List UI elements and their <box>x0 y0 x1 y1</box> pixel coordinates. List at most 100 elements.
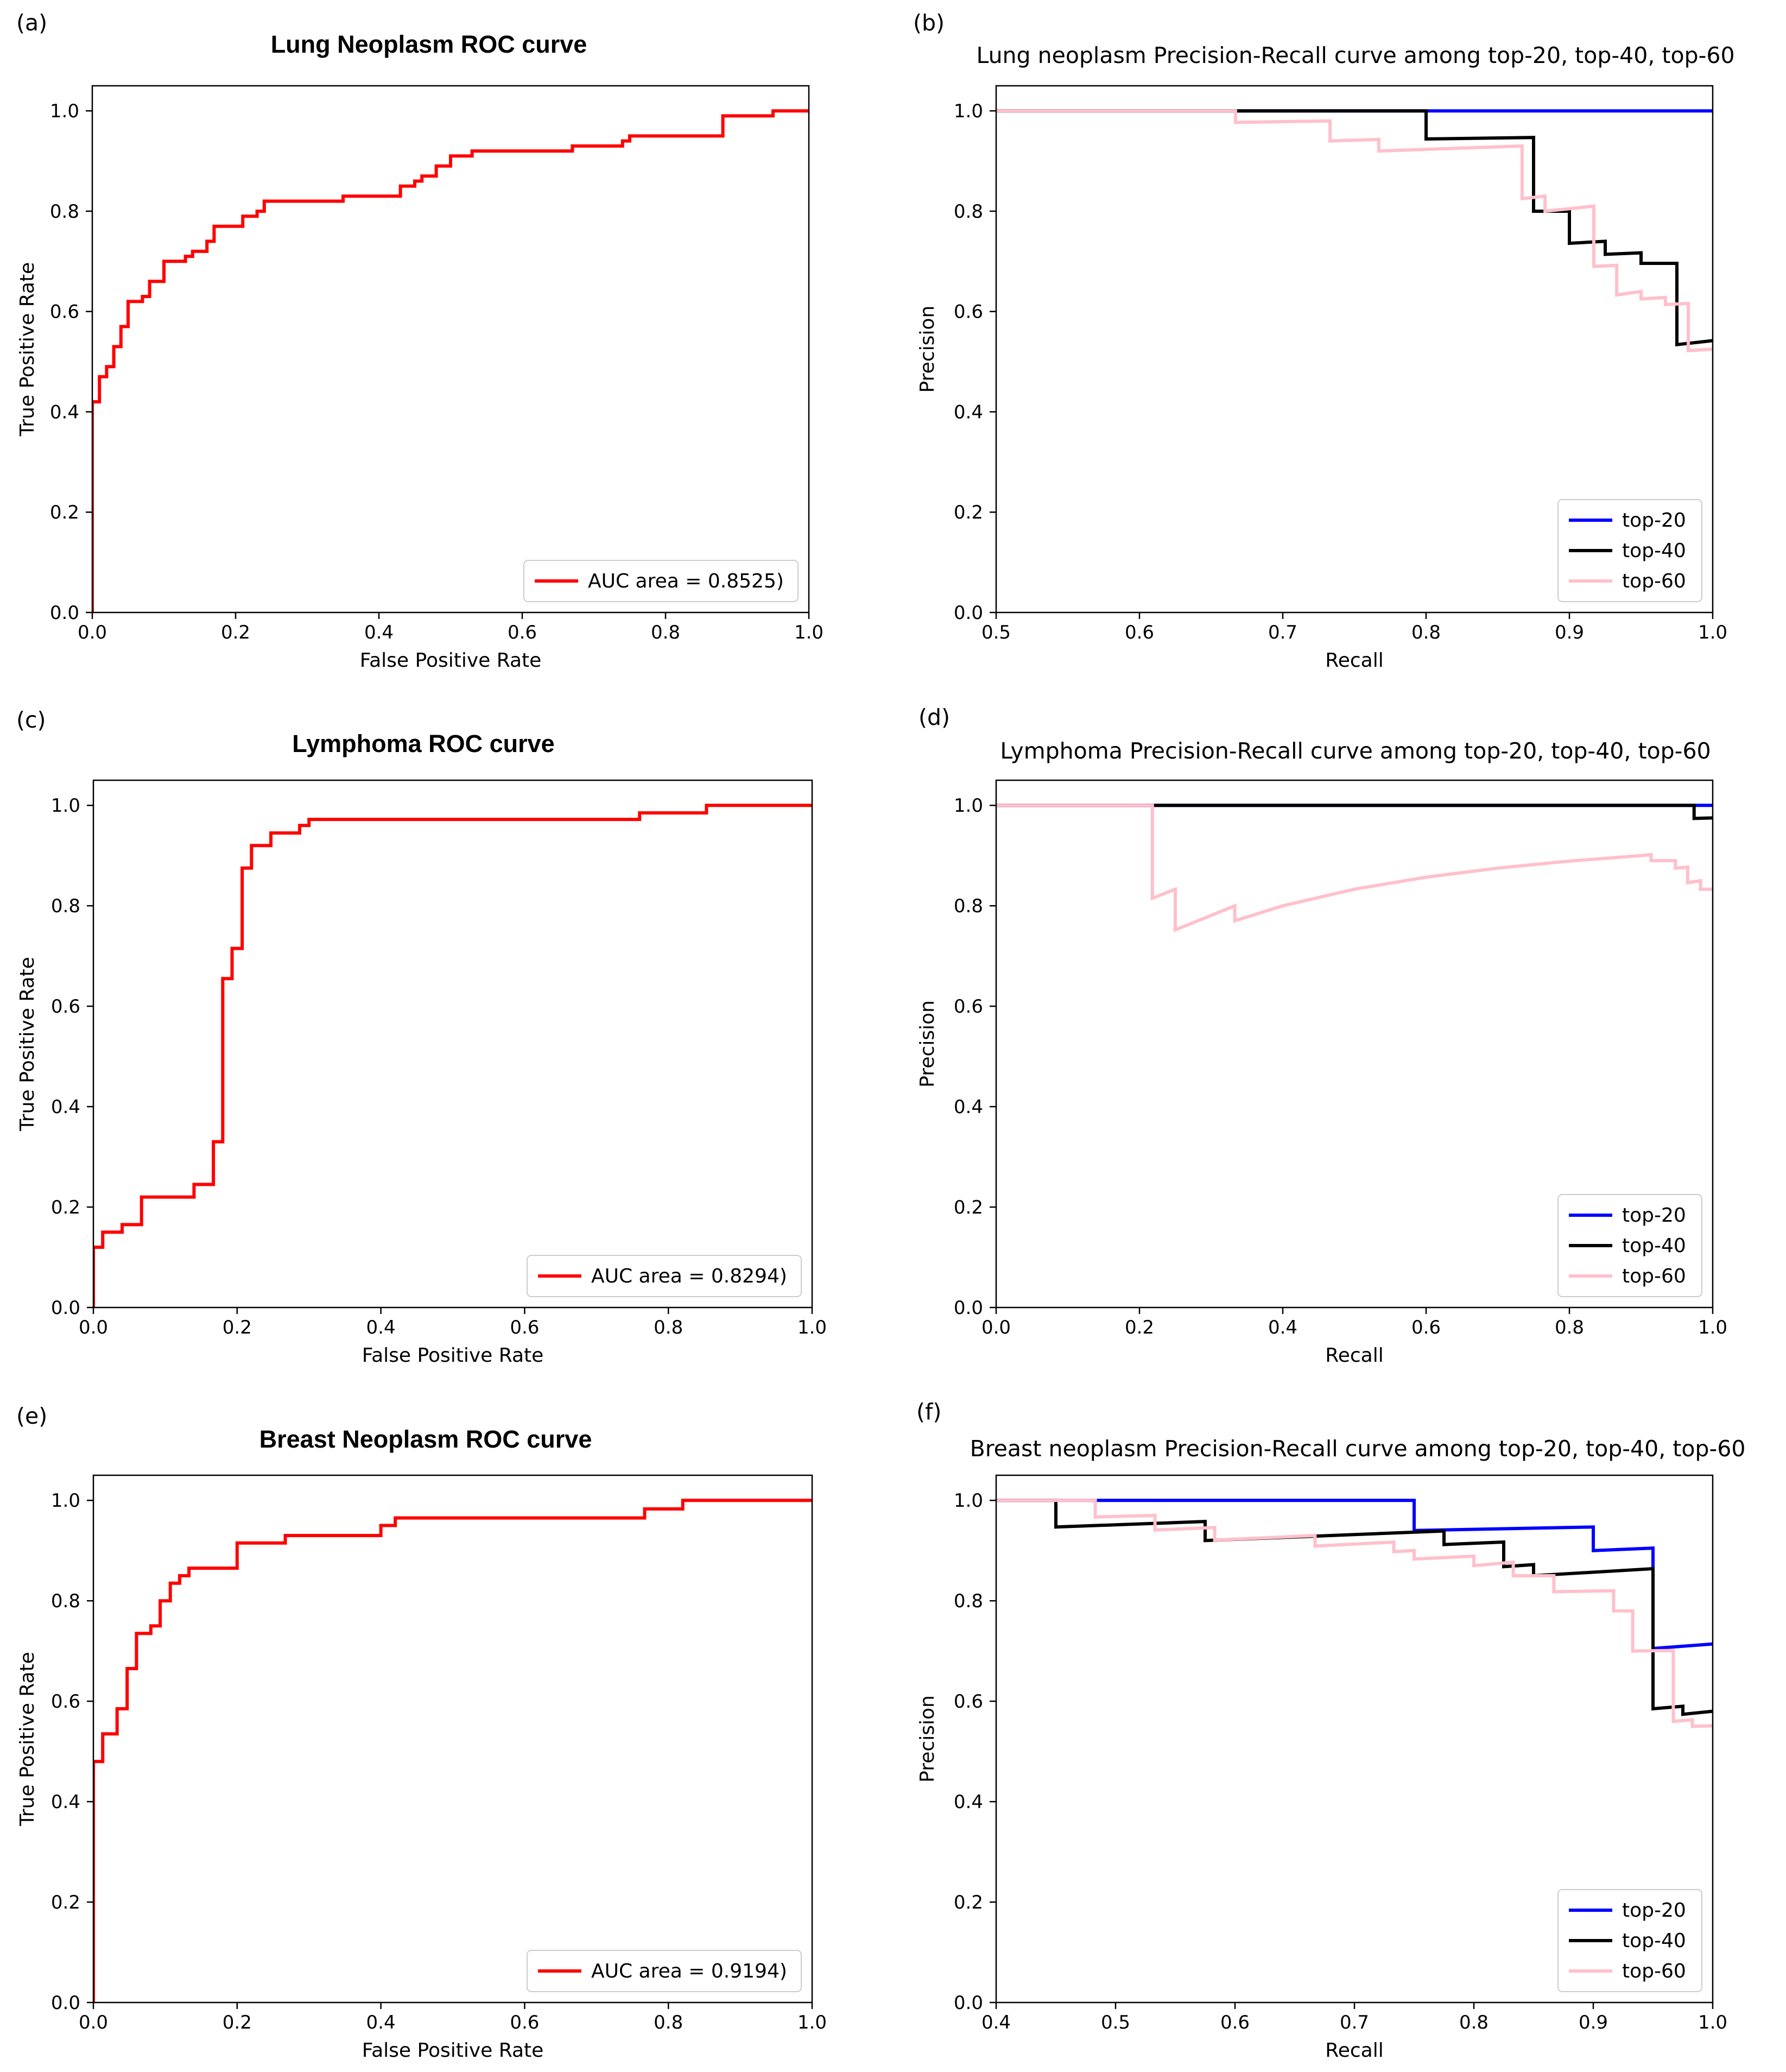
y-tick-label: 0.4 <box>954 1096 983 1118</box>
legend: AUC area = 0.8525) <box>523 560 799 602</box>
chart-title: Lung neoplasm Precision-Recall curve amo… <box>976 42 1734 68</box>
y-axis-label: Precision <box>916 1000 939 1088</box>
y-axis-label: True Positive Rate <box>16 957 39 1132</box>
x-tick-label: 0.6 <box>1411 1317 1441 1338</box>
x-tick-label: 0.5 <box>981 622 1011 643</box>
y-tick-label: 0.8 <box>50 201 79 223</box>
x-tick-label: 0.2 <box>1125 1317 1154 1338</box>
x-tick-label: 0.5 <box>1101 2012 1130 2033</box>
x-tick-label: 0.7 <box>1268 622 1297 643</box>
x-tick-label: 0.0 <box>981 1317 1011 1338</box>
legend: AUC area = 0.8294) <box>527 1255 802 1297</box>
legend: AUC area = 0.9194) <box>527 1950 802 1992</box>
y-tick-label: 0.8 <box>954 201 983 223</box>
y-tick-label: 0.6 <box>954 301 983 323</box>
x-axis-label: False Positive Rate <box>360 649 542 672</box>
legend-label: top-20 <box>1622 1204 1686 1227</box>
legend-label: AUC area = 0.8294) <box>591 1265 787 1287</box>
x-axis-label: False Positive Rate <box>362 2039 544 2062</box>
legend-label: top-40 <box>1622 1930 1686 1952</box>
y-tick-label: 0.6 <box>954 996 983 1018</box>
panel-a: (a) Lung Neoplasm ROC curve 0.0 0.2 0.4 0.6… <box>16 10 824 672</box>
series-line-top-40 <box>996 109 1713 347</box>
x-tick-label: 0.0 <box>78 622 107 643</box>
y-tick-label: 0.6 <box>51 1691 80 1713</box>
y-tick-label: 1.0 <box>51 795 80 817</box>
panel-label: (a) <box>16 10 47 36</box>
x-tick-label: 0.4 <box>1268 1317 1297 1338</box>
x-tick-label: 1.0 <box>1698 622 1727 643</box>
y-tick-label: 0.2 <box>954 1892 983 1913</box>
x-tick-label: 0.4 <box>366 2012 396 2033</box>
x-axis-label: Recall <box>1325 649 1383 672</box>
y-tick-label: 0.4 <box>51 1096 80 1118</box>
legend-label: AUC area = 0.8525) <box>588 570 784 592</box>
y-tick-label: 0.8 <box>51 895 80 917</box>
y-axis-label: True Positive Rate <box>16 262 39 437</box>
x-tick-label: 0.8 <box>651 622 680 643</box>
y-tick-label: 1.0 <box>954 100 983 122</box>
legend-box <box>1557 1889 1702 1992</box>
legend-label: top-40 <box>1622 540 1686 562</box>
x-tick-label: 0.2 <box>223 1317 252 1338</box>
chart-title: Lymphoma Precision-Recall curve among to… <box>1000 738 1711 764</box>
panel-label: (c) <box>16 707 46 733</box>
panel-e: (e) Breast Neoplasm ROC curve 0.0 0.2 0.4 0… <box>16 1403 827 2062</box>
x-tick-label: 0.8 <box>1459 2012 1489 2033</box>
legend-label: top-20 <box>1622 1899 1686 1922</box>
legend-box <box>527 1255 802 1297</box>
x-tick-label: 1.0 <box>794 622 824 643</box>
legend-box <box>527 1950 802 1992</box>
y-axis-label: True Positive Rate <box>16 1652 39 1827</box>
y-tick-label: 0.0 <box>50 602 79 624</box>
y-tick-label: 1.0 <box>51 1490 80 1512</box>
y-tick-label: 0.6 <box>51 996 80 1018</box>
legend-box <box>523 560 799 602</box>
series-line-top-60 <box>996 804 1713 933</box>
legend-label: top-60 <box>1622 570 1686 592</box>
x-tick-label: 0.7 <box>1340 2012 1369 2033</box>
x-tick-label: 0.4 <box>366 1317 396 1338</box>
series-line-auc-area-0-8294 <box>93 804 812 1307</box>
x-tick-label: 0.9 <box>1579 2012 1608 2033</box>
x-axis-label: Recall <box>1325 2039 1383 2062</box>
legend-label: top-40 <box>1622 1235 1686 1257</box>
legend: top-20 top-40 top-60 <box>1557 1889 1702 1992</box>
x-tick-label: 0.2 <box>221 622 250 643</box>
x-tick-label: 0.6 <box>510 2012 539 2033</box>
y-tick-label: 0.2 <box>51 1197 80 1218</box>
panel-c: (c) Lymphoma ROC curve 0.0 0.2 0.4 0.6 0.8 1.… <box>16 707 827 1367</box>
x-tick-label: 0.8 <box>1411 622 1441 643</box>
panel-d: (d) Lymphoma Precision-Recall curve amon… <box>916 704 1727 1367</box>
y-tick-label: 0.4 <box>51 1791 80 1813</box>
y-tick-label: 0.0 <box>954 1992 983 2014</box>
y-axis-label: Precision <box>916 1695 939 1783</box>
y-tick-label: 0.0 <box>954 602 983 624</box>
y-tick-label: 0.4 <box>954 1791 983 1813</box>
y-tick-label: 0.0 <box>51 1992 80 2014</box>
x-tick-label: 1.0 <box>1698 1317 1727 1338</box>
y-axis-label: Precision <box>916 306 939 393</box>
x-tick-label: 0.0 <box>79 1317 108 1338</box>
x-tick-label: 0.9 <box>1555 622 1584 643</box>
legend-label: top-60 <box>1622 1265 1686 1287</box>
x-tick-label: 0.8 <box>1555 1317 1584 1338</box>
panel-label: (d) <box>919 704 950 730</box>
legend-label: top-60 <box>1622 1960 1686 1982</box>
x-axis-label: Recall <box>1325 1344 1383 1367</box>
series-line-top-40 <box>996 804 1713 820</box>
y-tick-label: 0.8 <box>954 895 983 917</box>
y-tick-label: 0.2 <box>954 1197 983 1218</box>
legend-box <box>1557 1194 1702 1297</box>
axes-frame <box>92 1474 813 2004</box>
x-tick-label: 0.6 <box>1220 2012 1250 2033</box>
y-tick-label: 0.2 <box>51 1892 80 1913</box>
y-tick-label: 0.4 <box>50 401 79 423</box>
x-tick-label: 0.8 <box>654 1317 683 1338</box>
legend-box <box>1557 499 1702 602</box>
x-tick-label: 0.6 <box>510 1317 539 1338</box>
axes-frame <box>995 779 1714 1309</box>
panel-label: (f) <box>916 1399 941 1425</box>
x-axis-label: False Positive Rate <box>362 1344 544 1367</box>
